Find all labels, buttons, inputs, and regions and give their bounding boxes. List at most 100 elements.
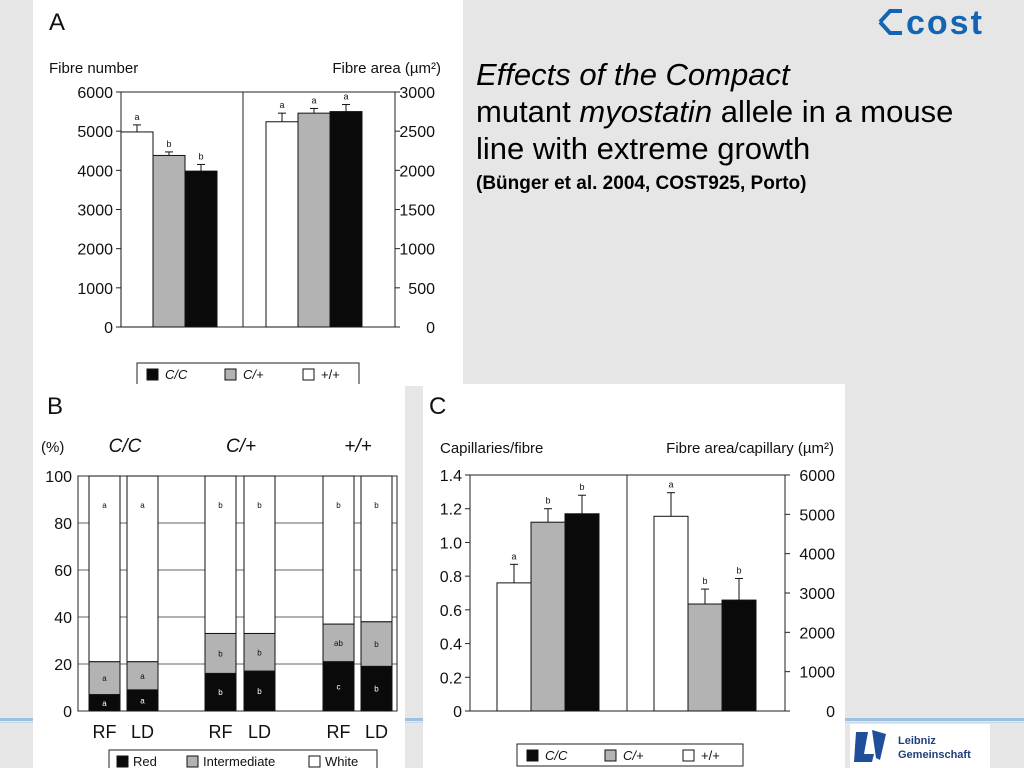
panel-b-segment-letter: b: [374, 501, 379, 510]
panel-b-legend-label: Red: [133, 754, 157, 768]
panel-c-chart: C Capillaries/fibre Fibre area/capillary (…: [429, 393, 835, 767]
panel-b: B (%) C/C C/+ +/+ 100 80 60 40 20 0 a a a RF a a a LD b b b RF…: [33, 384, 405, 768]
panel-a-bar: [184, 170, 218, 328]
panel-b-muscle-label: RF: [327, 722, 351, 742]
panel-b-segment-letter: b: [257, 687, 262, 696]
panel-c-left-tick-label: 1.4: [440, 468, 462, 485]
panel-b-unit-label: (%): [41, 439, 64, 456]
panel-b-white-segment: [322, 475, 355, 625]
panel-c-right-tick-label: 3000: [799, 586, 835, 603]
panel-a-left-tick-label: 2000: [77, 242, 113, 259]
title-italic-1: Effects of the Compact: [476, 57, 790, 92]
panel-b-segment-letter: b: [374, 640, 379, 649]
title-italic-2: myostatin: [579, 94, 713, 129]
panel-a-left-tick-label: 0: [104, 320, 113, 337]
panel-c-left-tick-label: 1.0: [440, 535, 462, 552]
leibniz-mark-icon: [854, 730, 886, 762]
panel-a-left-tick-label: 3000: [77, 203, 113, 220]
panel-b-genotype-heading: +/+: [344, 436, 371, 457]
panel-c-left-tick-label: 0: [453, 704, 462, 721]
panel-a-right-tick-label: 2000: [399, 163, 435, 180]
panel-a-right-tick-label: 0: [426, 320, 435, 337]
panel-a-bar: [152, 154, 186, 328]
panel-a-legend-swatch: [302, 368, 315, 381]
panel-a-bar: [329, 111, 363, 328]
panel-c-legend-swatch: [526, 749, 539, 762]
panel-c-bar-letter: b: [579, 482, 584, 492]
panel-b-segment-letter: a: [140, 696, 145, 705]
panel-a-bar-letter: b: [166, 139, 171, 149]
panel-b-tick-label: 40: [54, 610, 72, 627]
panel-c-left-tick-label: 1.2: [440, 502, 462, 519]
panel-b-segment-letter: b: [218, 688, 223, 697]
leibniz-line1: Leibniz: [898, 735, 936, 747]
panel-b-segment-letter: b: [336, 501, 341, 510]
panel-b-tick-label: 100: [45, 469, 72, 486]
panel-b-letter: B: [47, 393, 63, 420]
panel-c-right-axis-label: Fibre area/capillary (µm²): [666, 440, 834, 457]
panel-c-bar: [530, 521, 566, 712]
panel-a-left-axis-label: Fibre number: [49, 60, 138, 77]
panel-b-legend-swatch: [308, 755, 321, 768]
panel-b-segment-letter: a: [102, 674, 107, 683]
panel-b-segment-letter: a: [140, 672, 145, 681]
panel-b-red-segment: [322, 661, 355, 712]
panel-a-left-tick-label: 6000: [77, 85, 113, 102]
panel-b-tick-label: 20: [54, 657, 72, 674]
panel-c-bar-letter: b: [736, 565, 741, 575]
panel-a-right-tick-label: 2500: [399, 124, 435, 141]
panel-c-legend-label: C/+: [623, 748, 644, 763]
panel-b-legend-label: Intermediate: [203, 754, 275, 768]
panel-a-bar-letter: a: [279, 100, 284, 110]
panel-c-left-tick-label: 0.2: [440, 670, 462, 687]
panel-c-bar: [721, 599, 757, 712]
panel-a-right-tick-label: 3000: [399, 85, 435, 102]
panel-a: A Fibre number Fibre area (µm²) 6000 5000 400…: [33, 0, 463, 386]
panel-c-right-tick-label: 1000: [799, 665, 835, 682]
panel-c-legend-label: C/C: [545, 748, 568, 763]
panel-a-bar-letter: a: [311, 95, 316, 105]
panel-a-bar: [297, 112, 331, 328]
panel-c-legend-swatch: [604, 749, 617, 762]
slide-title: Effects of the Compact mutant myostatin …: [476, 56, 996, 167]
panel-b-segment-letter: a: [102, 501, 107, 510]
leibniz-line2: Gemeinschaft: [898, 749, 971, 761]
panel-a-left-tick-label: 1000: [77, 281, 113, 298]
panel-b-segment-letter: a: [102, 699, 107, 708]
panel-b-intermediate-segment: [360, 621, 393, 667]
panel-b-white-segment: [360, 475, 393, 623]
panel-a-left-tick-label: 5000: [77, 124, 113, 141]
panel-a-right-tick-label: 1000: [399, 242, 435, 259]
cost-logo-text: cost: [906, 4, 984, 42]
panel-b-red-segment: [243, 670, 276, 712]
cost-logo: cost: [878, 4, 984, 42]
panel-b-segment-letter: b: [218, 649, 223, 658]
panel-b-intermediate-segment: [322, 623, 355, 663]
panel-c-bar-letter: a: [668, 480, 673, 490]
panel-b-legend-swatch: [116, 755, 129, 768]
panel-b-legend-swatch: [186, 755, 199, 768]
panel-c-right-tick-label: 0: [826, 704, 835, 721]
panel-b-intermediate-segment: [88, 661, 121, 696]
leibniz-logo: Leibniz Gemeinschaft: [850, 724, 990, 768]
panel-c: C Capillaries/fibre Fibre area/capillary (…: [423, 384, 845, 768]
panel-b-muscle-label: LD: [365, 722, 388, 742]
panel-c-legend-swatch: [682, 749, 695, 762]
panel-c-left-tick-label: 0.8: [440, 569, 462, 586]
panel-b-segment-letter: b: [257, 501, 262, 510]
panel-b-white-segment: [204, 475, 237, 634]
panel-c-right-tick-label: 2000: [799, 625, 835, 642]
panel-b-genotype-heading: C/+: [226, 436, 256, 457]
panel-b-muscle-label: LD: [248, 722, 271, 742]
panel-b-muscle-label: RF: [209, 722, 233, 742]
panel-c-bar: [564, 513, 600, 712]
panel-b-white-segment: [88, 475, 121, 663]
panel-b-white-segment: [243, 475, 276, 634]
panel-a-right-tick-label: 1500: [399, 203, 435, 220]
panel-c-right-tick-label: 5000: [799, 507, 835, 524]
panel-c-bar-letter: a: [511, 551, 516, 561]
panel-a-bar-letter: a: [134, 112, 139, 122]
panel-c-bar: [496, 582, 532, 712]
panel-c-bar: [653, 515, 689, 712]
